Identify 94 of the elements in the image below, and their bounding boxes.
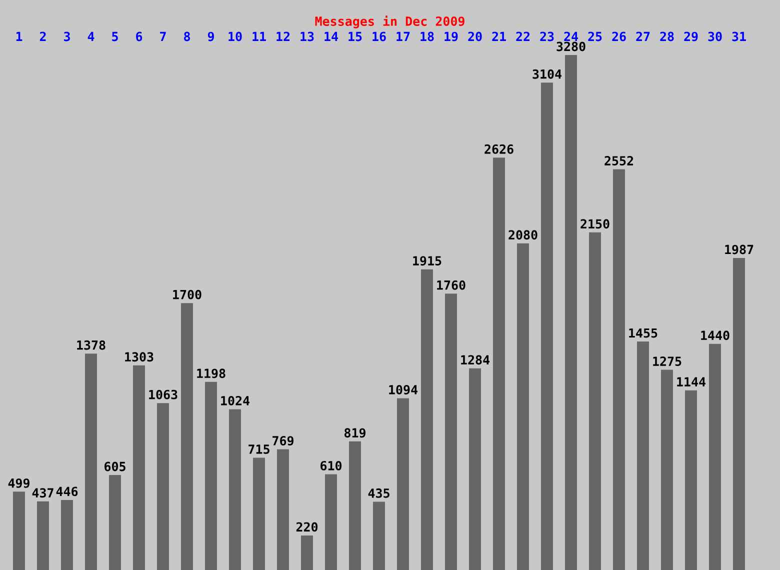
x-tick-label: 25 xyxy=(588,32,602,42)
x-tick-label: 10 xyxy=(228,32,242,42)
bar xyxy=(709,344,721,570)
bar xyxy=(229,409,241,570)
x-tick-label: 30 xyxy=(708,32,722,42)
x-tick-label: 4 xyxy=(88,32,94,42)
data-label: 715 xyxy=(248,444,270,454)
bar xyxy=(181,303,193,570)
data-label: 1094 xyxy=(389,384,418,394)
x-tick-label: 26 xyxy=(612,32,626,42)
x-tick-label: 18 xyxy=(420,32,434,42)
bar xyxy=(517,243,529,570)
bar xyxy=(13,492,25,570)
bar xyxy=(493,158,505,570)
bar xyxy=(541,82,553,570)
data-label: 769 xyxy=(272,436,294,446)
bar xyxy=(277,449,289,570)
bar xyxy=(589,232,601,570)
data-label: 435 xyxy=(368,488,390,498)
data-label: 2552 xyxy=(604,156,634,166)
data-label: 1760 xyxy=(437,280,466,290)
x-tick-label: 28 xyxy=(660,32,674,42)
x-tick-label: 3 xyxy=(64,32,70,42)
x-tick-label: 13 xyxy=(300,32,314,42)
data-label: 1700 xyxy=(173,290,202,300)
data-label: 446 xyxy=(56,486,78,496)
x-tick-label: 1 xyxy=(16,32,22,42)
x-tick-label: 31 xyxy=(732,32,746,42)
x-tick-label: 19 xyxy=(444,32,458,42)
bar xyxy=(61,500,73,570)
x-tick-label: 15 xyxy=(348,32,362,42)
x-tick-label: 17 xyxy=(396,32,410,42)
bar xyxy=(205,382,217,570)
data-label: 437 xyxy=(32,488,54,498)
bar xyxy=(133,365,145,570)
data-label: 1915 xyxy=(413,256,442,266)
x-tick-label: 7 xyxy=(160,32,166,42)
data-label: 1063 xyxy=(149,390,178,400)
x-tick-label: 14 xyxy=(324,32,338,42)
data-label: 2150 xyxy=(580,219,610,229)
chart-title: Messages in Dec 2009 xyxy=(315,16,464,28)
bar xyxy=(37,501,49,570)
data-label: 1455 xyxy=(629,328,658,338)
data-label: 1144 xyxy=(677,377,706,386)
data-label: 1987 xyxy=(725,244,754,254)
bar xyxy=(85,354,97,570)
x-tick-label: 6 xyxy=(136,32,142,42)
bar xyxy=(565,55,577,570)
bar xyxy=(685,390,697,570)
x-tick-label: 9 xyxy=(208,32,214,42)
data-label: 2080 xyxy=(508,230,538,240)
data-label: 1024 xyxy=(221,396,250,406)
bar xyxy=(661,370,673,570)
bar xyxy=(373,502,385,570)
data-label: 499 xyxy=(8,478,30,488)
bar xyxy=(109,475,121,570)
data-label: 819 xyxy=(344,428,366,438)
data-label: 2626 xyxy=(484,144,514,154)
x-tick-label: 8 xyxy=(184,32,190,42)
x-tick-label: 16 xyxy=(372,32,386,42)
x-tick-label: 23 xyxy=(540,32,554,42)
data-label: 1284 xyxy=(461,355,490,365)
bar xyxy=(445,294,457,570)
bar xyxy=(253,458,265,570)
data-label: 1275 xyxy=(653,356,682,366)
data-label: 1303 xyxy=(125,352,154,362)
bar xyxy=(301,535,313,570)
bar xyxy=(613,169,625,570)
x-tick-label: 5 xyxy=(112,32,118,42)
x-tick-label: 22 xyxy=(516,32,530,42)
x-tick-label: 11 xyxy=(252,32,266,42)
bar xyxy=(469,368,481,570)
data-label: 220 xyxy=(296,522,318,532)
bar xyxy=(637,342,649,570)
bar xyxy=(157,403,169,570)
bar xyxy=(349,441,361,570)
bar xyxy=(397,398,409,570)
bar xyxy=(325,474,337,570)
x-tick-label: 24 xyxy=(564,32,578,42)
bar xyxy=(733,258,745,570)
data-label: 3104 xyxy=(532,69,562,79)
data-label: 1440 xyxy=(701,330,730,340)
x-tick-label: 2 xyxy=(40,32,46,42)
data-label: 1378 xyxy=(77,340,106,350)
x-tick-label: 29 xyxy=(684,32,698,42)
x-tick-label: 12 xyxy=(276,32,290,42)
x-tick-label: 27 xyxy=(636,32,650,42)
data-label: 610 xyxy=(320,460,342,470)
data-label: 3280 xyxy=(556,42,586,52)
data-label: 605 xyxy=(104,462,126,472)
bar xyxy=(421,269,433,570)
x-tick-label: 20 xyxy=(468,32,482,42)
data-label: 1198 xyxy=(197,368,226,378)
x-tick-label: 21 xyxy=(492,32,506,42)
